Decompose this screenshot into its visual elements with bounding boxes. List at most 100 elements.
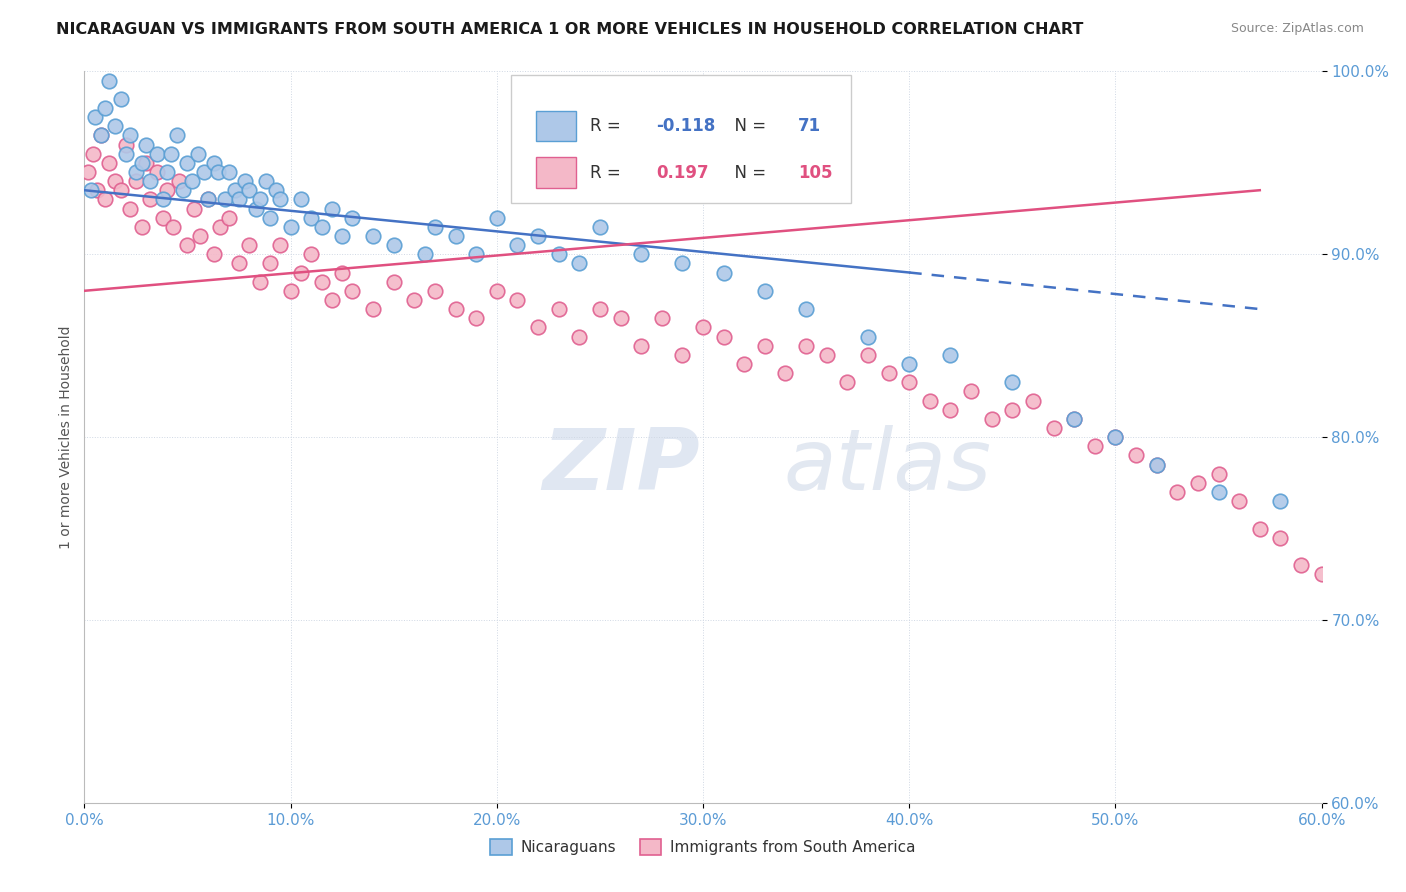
- Point: [299, 247, 322, 261]
- Point: [1351, 549, 1374, 563]
- Point: [1270, 531, 1292, 545]
- Point: [299, 211, 322, 225]
- Point: [104, 174, 127, 188]
- Point: [104, 119, 127, 133]
- Point: [160, 146, 183, 161]
- Point: [1310, 567, 1333, 582]
- Point: [877, 366, 900, 380]
- Point: [444, 229, 467, 244]
- Point: [1084, 439, 1107, 453]
- Text: 71: 71: [799, 117, 821, 135]
- Point: [311, 219, 333, 234]
- Point: [249, 192, 271, 206]
- Point: [918, 393, 941, 408]
- Point: [1001, 402, 1024, 417]
- Point: [1331, 540, 1354, 554]
- Point: [506, 238, 529, 252]
- Point: [1022, 393, 1045, 408]
- Point: [145, 146, 167, 161]
- Point: [692, 320, 714, 334]
- Point: [330, 266, 353, 280]
- Point: [980, 412, 1002, 426]
- Point: [568, 256, 591, 270]
- Point: [898, 357, 921, 371]
- Text: ZIP: ZIP: [543, 425, 700, 508]
- Point: [960, 384, 983, 399]
- Point: [135, 137, 157, 152]
- Point: [939, 348, 962, 362]
- Point: [202, 156, 225, 170]
- Point: [83, 110, 105, 124]
- Point: [856, 329, 879, 343]
- Point: [77, 165, 100, 179]
- Point: [733, 357, 755, 371]
- Point: [202, 247, 225, 261]
- Point: [90, 128, 112, 143]
- Point: [131, 156, 153, 170]
- Point: [898, 376, 921, 390]
- Point: [321, 293, 343, 307]
- Point: [233, 174, 256, 188]
- Text: N =: N =: [724, 163, 772, 181]
- Point: [794, 338, 817, 352]
- Point: [110, 183, 132, 197]
- Point: [794, 302, 817, 317]
- Point: [754, 338, 776, 352]
- Point: [176, 238, 198, 252]
- Point: [218, 211, 240, 225]
- Point: [172, 183, 194, 197]
- Point: [413, 247, 436, 261]
- Point: [1208, 485, 1230, 500]
- Point: [1146, 458, 1168, 472]
- Point: [114, 146, 136, 161]
- Point: [404, 293, 426, 307]
- Point: [630, 247, 652, 261]
- Point: [311, 275, 333, 289]
- Point: [176, 156, 198, 170]
- Point: [1166, 485, 1188, 500]
- Point: [188, 229, 211, 244]
- Point: [290, 266, 312, 280]
- Point: [269, 238, 291, 252]
- Point: [465, 311, 488, 326]
- Point: [152, 211, 174, 225]
- Point: [1042, 421, 1064, 435]
- Point: [1227, 494, 1250, 508]
- Point: [152, 192, 174, 206]
- Point: [1208, 467, 1230, 481]
- Point: [259, 211, 281, 225]
- Text: 0.197: 0.197: [657, 163, 709, 181]
- Point: [110, 92, 132, 106]
- Point: [671, 348, 693, 362]
- FancyBboxPatch shape: [536, 157, 575, 188]
- Point: [330, 229, 353, 244]
- Point: [180, 174, 202, 188]
- Point: [224, 183, 246, 197]
- Text: R =: R =: [591, 163, 627, 181]
- Point: [131, 219, 153, 234]
- Point: [145, 165, 167, 179]
- Point: [183, 202, 205, 216]
- Text: Source: ZipAtlas.com: Source: ZipAtlas.com: [1230, 22, 1364, 36]
- Point: [197, 192, 219, 206]
- Point: [651, 311, 673, 326]
- Point: [82, 146, 104, 161]
- Point: [485, 284, 508, 298]
- Point: [465, 247, 488, 261]
- Text: R =: R =: [591, 117, 627, 135]
- Point: [118, 128, 141, 143]
- Text: atlas: atlas: [783, 425, 991, 508]
- Point: [162, 219, 184, 234]
- Point: [125, 165, 148, 179]
- Point: [79, 183, 101, 197]
- Point: [342, 284, 364, 298]
- Point: [589, 302, 612, 317]
- Point: [837, 376, 859, 390]
- Point: [167, 174, 190, 188]
- Point: [1270, 494, 1292, 508]
- Point: [139, 192, 162, 206]
- Point: [249, 275, 271, 289]
- Y-axis label: 1 or more Vehicles in Household: 1 or more Vehicles in Household: [59, 326, 73, 549]
- Point: [485, 211, 508, 225]
- Point: [214, 192, 236, 206]
